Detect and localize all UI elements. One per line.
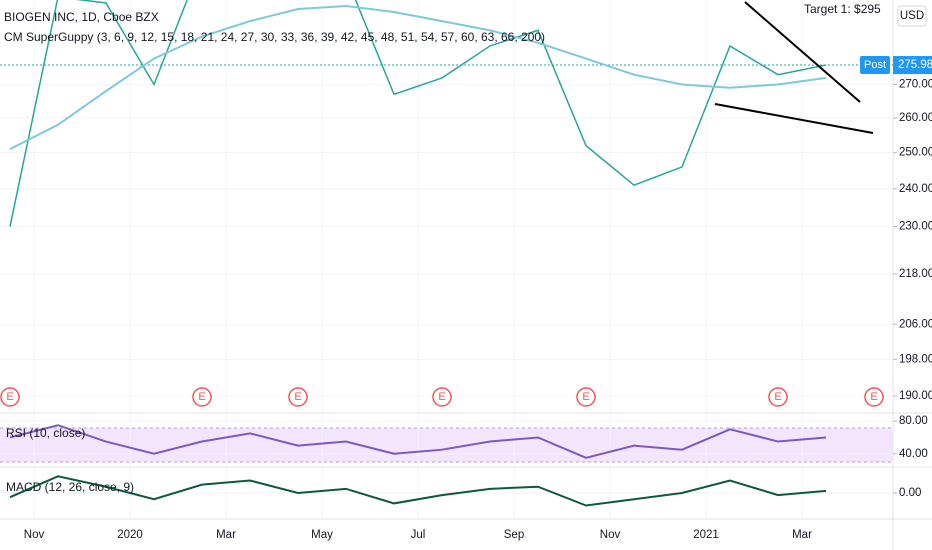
earnings-marker (0, 387, 20, 407)
earnings-label: E (294, 391, 301, 403)
currency[interactable]: USD (900, 10, 924, 22)
earnings-label: E (198, 391, 205, 403)
series-group (9, 475, 827, 507)
x-tick-label: Nov (600, 529, 621, 541)
x-tick-label: 2020 (117, 529, 143, 541)
trendline (714, 103, 874, 134)
earnings-marker (864, 387, 884, 407)
x-tick-label: May (311, 529, 333, 541)
earnings-label: E (582, 391, 589, 403)
earnings-label: E (870, 391, 877, 403)
series-line (9, 4, 827, 151)
x-tick-label: Sep (504, 529, 524, 541)
chart-title: BIOGEN INC, 1D, Cboe BZX (4, 10, 159, 24)
y-tick-label: 250.00 (899, 147, 932, 159)
earnings-label: E (774, 391, 781, 403)
y-tick-label: 218.00 (899, 268, 932, 280)
indicator-label: CM SuperGuppy (3, 6, 9, 12, 15, 18, 21, … (4, 30, 545, 44)
x-tick-label: Mar (792, 529, 812, 541)
y-tick-label: 80.00 (899, 415, 928, 427)
price-label: 275.98 (898, 59, 932, 71)
rsi-band (0, 428, 893, 462)
y-tick-label: 40.00 (899, 448, 928, 460)
earnings-marker (768, 387, 788, 407)
earnings-label: E (6, 391, 13, 403)
y-tick-label: 240.00 (899, 183, 932, 195)
annotation: Target 1: $295 (804, 2, 881, 16)
y-tick-label: 206.00 (899, 318, 932, 330)
indicator-label: MACD (12, 26, close, 9) (6, 480, 134, 494)
trendline (744, 1, 861, 103)
y-tick-label: 260.00 (899, 112, 932, 124)
earnings-marker (288, 387, 308, 407)
y-tick-label: 190.00 (899, 390, 932, 402)
price-box (893, 56, 932, 75)
y-tick-label: 270.00 (899, 78, 932, 90)
x-tick-label: 2021 (693, 529, 719, 541)
series-line (9, 0, 827, 227)
post-box (860, 56, 890, 75)
earnings-marker (432, 387, 452, 407)
series-line (9, 424, 827, 459)
x-tick-label: Mar (216, 529, 236, 541)
earnings-marker (576, 387, 596, 407)
x-tick-label: Jul (411, 529, 426, 541)
series-line (9, 475, 827, 507)
y-tick-label: 198.00 (899, 353, 932, 365)
currency-button[interactable] (897, 5, 927, 27)
y-tick-label: 0.00 (899, 487, 921, 499)
y-tick-label: 230.00 (899, 221, 932, 233)
indicator-label: RSI (10, close) (6, 426, 85, 440)
series-group (9, 0, 827, 227)
earnings-label: E (438, 391, 445, 403)
x-tick-label: Nov (24, 529, 45, 541)
earnings-marker (192, 387, 212, 407)
series-group (9, 424, 827, 459)
post-label: Post (864, 59, 886, 71)
